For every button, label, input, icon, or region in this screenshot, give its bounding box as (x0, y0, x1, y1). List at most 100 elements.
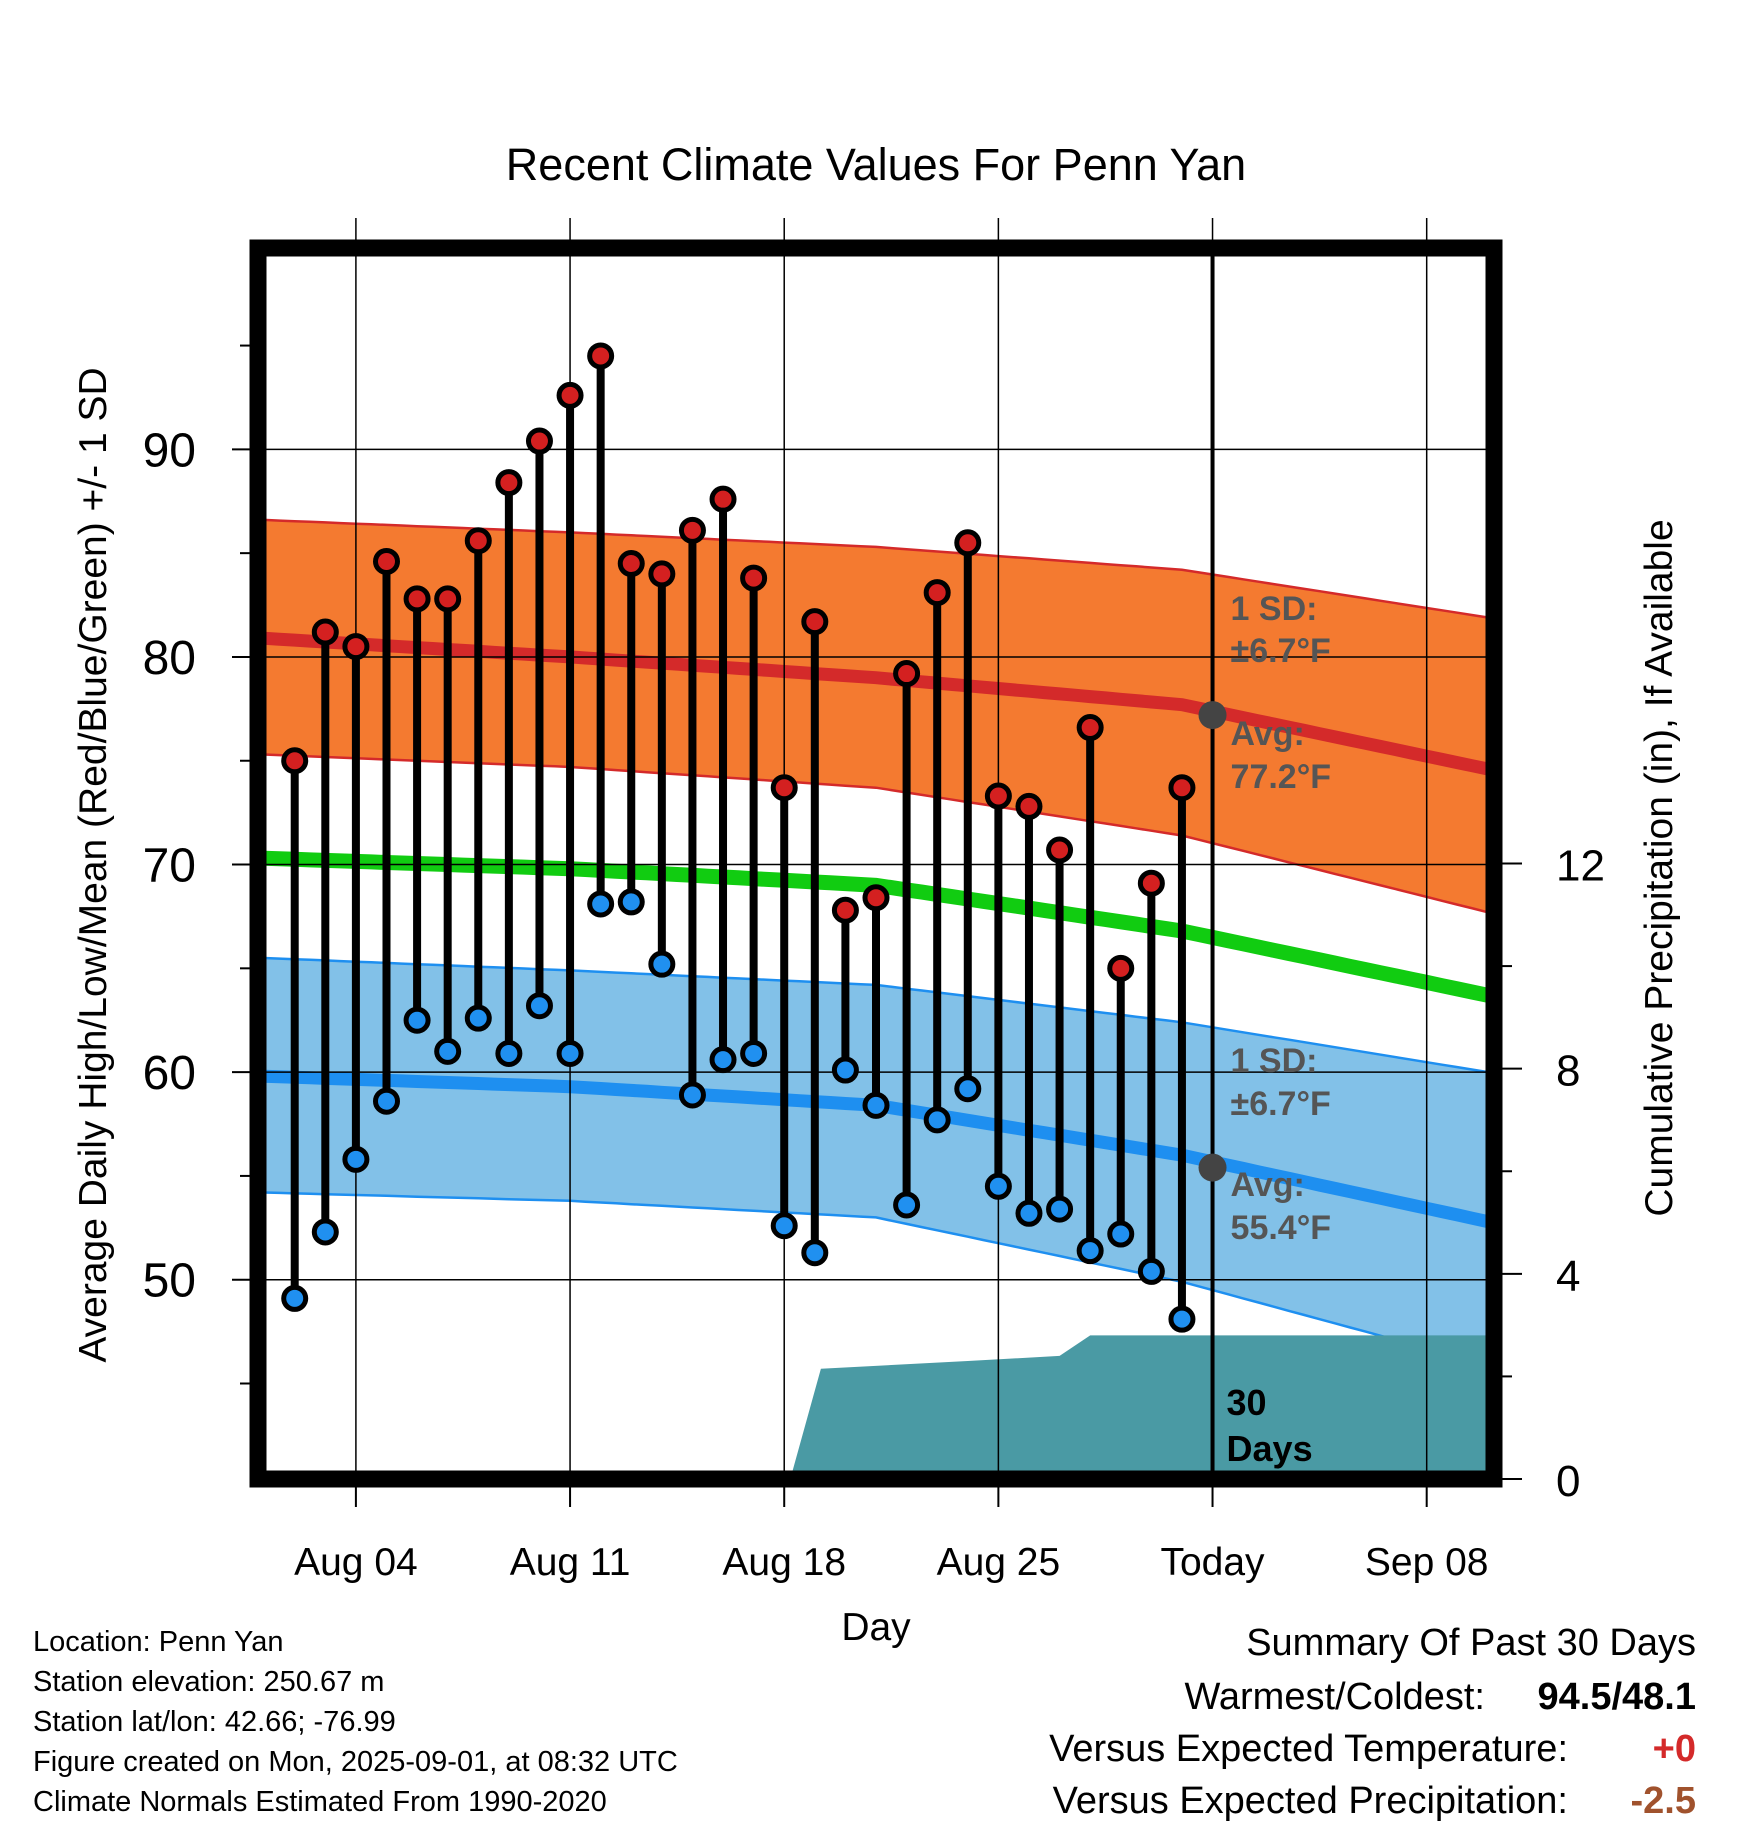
daily-low-point (1168, 1305, 1196, 1333)
daily-low-point (801, 1239, 829, 1267)
plot-area: 1 SD: ±6.7°F Avg: 77.2°F 1 SD: ±6.7°F Avg: 55.4… (258, 248, 1494, 1479)
daily-high-point (801, 608, 829, 636)
daily-low-point (617, 888, 645, 916)
low-avg-label: Avg: (1231, 1166, 1305, 1204)
summary-title: Summary Of Past 30 Days (1246, 1622, 1696, 1664)
summary-temp-value: +0 (1652, 1728, 1696, 1770)
daily-low-point (954, 1075, 982, 1103)
summary-temp-label: Versus Expected Temperature: (1049, 1728, 1568, 1770)
daily-low-point (556, 1039, 584, 1067)
daily-low-point (464, 1004, 492, 1032)
daily-high-point (1137, 869, 1165, 897)
footer-elevation: Station elevation: 250.67 m (33, 1666, 385, 1698)
daily-low-point (1137, 1257, 1165, 1285)
y2-tick-label: 12 (1556, 842, 1605, 891)
summary-warm-cold-label: Warmest/Coldest: (1184, 1676, 1485, 1718)
summary-precip-value: -2.5 (1630, 1780, 1696, 1822)
daily-high-point (495, 469, 523, 497)
high-avg-label: Avg: (1231, 715, 1305, 753)
daily-low-point (740, 1039, 768, 1067)
daily-high-point (372, 547, 400, 575)
today-label-count: 30 (1227, 1382, 1267, 1423)
daily-high-point (311, 618, 339, 646)
x-tick-label: Aug 18 (722, 1541, 846, 1584)
daily-high-point (1015, 792, 1043, 820)
low-sd-label: 1 SD: (1231, 1042, 1318, 1080)
y2-tick-label: 0 (1556, 1457, 1580, 1506)
daily-low-point (311, 1218, 339, 1246)
footer-location: Location: Penn Yan (33, 1626, 284, 1658)
daily-low-point (342, 1145, 370, 1173)
daily-low-point (984, 1172, 1012, 1200)
daily-high-point (709, 485, 737, 513)
y-tick-label: 80 (143, 632, 196, 685)
plot-frame (249, 239, 1503, 1488)
y-tick-label: 70 (143, 840, 196, 893)
daily-low-point (281, 1284, 309, 1312)
y-tick-label: 60 (143, 1047, 196, 1100)
normal-high-line (263, 631, 1490, 776)
daily-low-point (1107, 1220, 1135, 1248)
today-high-avg-marker (1198, 701, 1227, 730)
x-tick-label: Aug 11 (510, 1541, 631, 1584)
footer-created: Figure created on Mon, 2025-09-01, at 08… (33, 1746, 678, 1778)
daily-low-point (709, 1046, 737, 1074)
daily-low-point (403, 1006, 431, 1034)
today-label-unit: Days (1227, 1428, 1313, 1469)
high-avg-value: 77.2°F (1231, 758, 1332, 796)
high-sd-upper-edge (264, 518, 1489, 619)
daily-high-point (525, 427, 553, 455)
daily-low-point (495, 1039, 523, 1067)
daily-low-point (770, 1212, 798, 1240)
daily-low-point (831, 1056, 859, 1084)
summary-precip-label: Versus Expected Precipitation: (1052, 1780, 1568, 1822)
x-tick-label: Aug 04 (294, 1541, 418, 1584)
today-low-avg-marker (1198, 1153, 1227, 1182)
daily-high-point (1168, 774, 1196, 802)
x-tick-label: Aug 25 (937, 1541, 1061, 1584)
daily-high-point (464, 527, 492, 555)
y2-tick-label: 4 (1556, 1252, 1580, 1301)
footer-normals: Climate Normals Estimated From 1990-2020 (33, 1786, 607, 1818)
high-sd-label: 1 SD: (1231, 590, 1318, 628)
x-axis-title: Day (841, 1606, 911, 1649)
daily-high-point (678, 516, 706, 544)
precip-area (790, 1335, 1488, 1479)
x-tick-label: Today (1160, 1541, 1265, 1584)
daily-high-point (281, 747, 309, 775)
daily-low-point (923, 1106, 951, 1134)
daily-low-point (1046, 1195, 1074, 1223)
daily-high-point (617, 550, 645, 578)
daily-low-point (525, 992, 553, 1020)
y-tick-label: 90 (143, 424, 196, 477)
daily-high-point (1076, 714, 1104, 742)
daily-high-point (862, 884, 890, 912)
high-sd-value: ±6.7°F (1231, 632, 1331, 670)
y2-axis-title: Cumulative Precipitation (in), If Availa… (1638, 519, 1681, 1216)
daily-low-point (372, 1087, 400, 1115)
summary-warm-cold-value: 94.5/48.1 (1537, 1676, 1696, 1718)
daily-low-point (678, 1081, 706, 1109)
low-sd-lower-edge (264, 1191, 1489, 1367)
y-axis-title: Average Daily High/Low/Mean (Red/Blue/Gr… (72, 367, 115, 1362)
daily-low-point (1076, 1237, 1104, 1265)
daily-high-point (1107, 954, 1135, 982)
daily-high-point (954, 529, 982, 557)
y2-tick-label: 8 (1556, 1047, 1580, 1096)
daily-high-point (1046, 836, 1074, 864)
daily-high-point (831, 896, 859, 924)
daily-high-point (648, 560, 676, 588)
daily-low-point (587, 890, 615, 918)
daily-high-point (893, 660, 921, 688)
daily-low-point (434, 1037, 462, 1065)
daily-high-point (740, 564, 768, 592)
chart-title: Recent Climate Values For Penn Yan (506, 139, 1246, 190)
daily-low-point (1015, 1199, 1043, 1227)
daily-high-point (984, 782, 1012, 810)
daily-low-point (862, 1091, 890, 1119)
daily-high-point (342, 633, 370, 661)
daily-high-point (556, 381, 584, 409)
low-sd-value: ±6.7°F (1231, 1085, 1331, 1123)
